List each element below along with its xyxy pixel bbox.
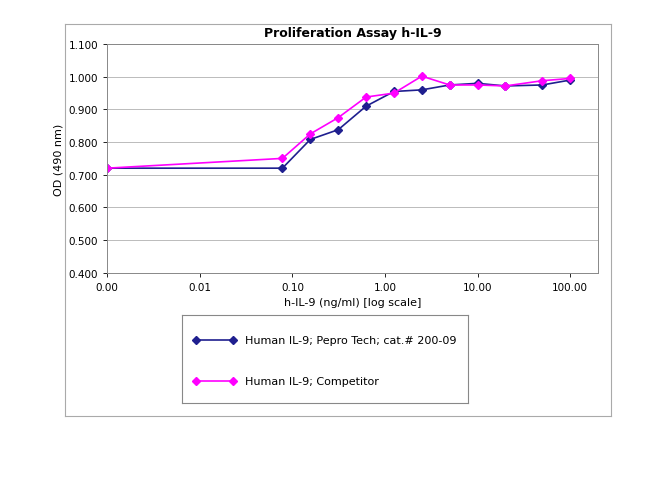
Human IL-9; Competitor xyxy=(538,79,546,85)
Human IL-9; Competitor xyxy=(334,115,342,121)
Human IL-9; Competitor xyxy=(362,95,370,101)
Text: Human IL-9; Pepro Tech; cat.# 200-09: Human IL-9; Pepro Tech; cat.# 200-09 xyxy=(245,335,456,345)
Human IL-9; Competitor xyxy=(306,132,314,138)
Human IL-9; Pepro Tech; cat.# 200-09 xyxy=(418,88,426,94)
Human IL-9; Pepro Tech; cat.# 200-09 xyxy=(538,83,546,89)
Human IL-9; Competitor xyxy=(278,156,286,162)
Human IL-9; Pepro Tech; cat.# 200-09 xyxy=(446,83,454,89)
Human IL-9; Competitor xyxy=(502,84,510,90)
Human IL-9; Pepro Tech; cat.# 200-09 xyxy=(278,166,286,172)
Human IL-9; Pepro Tech; cat.# 200-09 xyxy=(362,104,370,110)
Y-axis label: OD (490 nm): OD (490 nm) xyxy=(53,123,63,195)
Line: Human IL-9; Pepro Tech; cat.# 200-09: Human IL-9; Pepro Tech; cat.# 200-09 xyxy=(105,78,573,172)
Title: Proliferation Assay h-IL-9: Proliferation Assay h-IL-9 xyxy=(264,27,441,40)
Human IL-9; Pepro Tech; cat.# 200-09 xyxy=(306,137,314,143)
Human IL-9; Pepro Tech; cat.# 200-09 xyxy=(103,166,111,172)
Human IL-9; Pepro Tech; cat.# 200-09 xyxy=(474,81,482,87)
Line: Human IL-9; Competitor: Human IL-9; Competitor xyxy=(105,74,573,172)
Human IL-9; Pepro Tech; cat.# 200-09 xyxy=(502,84,510,90)
Human IL-9; Competitor xyxy=(103,166,111,172)
Human IL-9; Pepro Tech; cat.# 200-09 xyxy=(566,78,574,84)
Human IL-9; Competitor xyxy=(390,91,398,97)
Human IL-9; Competitor xyxy=(474,83,482,89)
Human IL-9; Pepro Tech; cat.# 200-09 xyxy=(390,89,398,95)
Human IL-9; Competitor xyxy=(418,74,426,80)
Text: Human IL-9; Competitor: Human IL-9; Competitor xyxy=(245,376,379,386)
Human IL-9; Competitor xyxy=(566,76,574,82)
Human IL-9; Competitor xyxy=(446,83,454,89)
Human IL-9; Pepro Tech; cat.# 200-09 xyxy=(334,127,342,133)
X-axis label: h-IL-9 (ng/ml) [log scale]: h-IL-9 (ng/ml) [log scale] xyxy=(284,298,421,308)
